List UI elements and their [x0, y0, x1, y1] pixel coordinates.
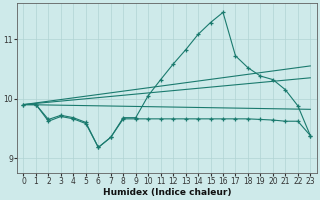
X-axis label: Humidex (Indice chaleur): Humidex (Indice chaleur) [103, 188, 231, 197]
